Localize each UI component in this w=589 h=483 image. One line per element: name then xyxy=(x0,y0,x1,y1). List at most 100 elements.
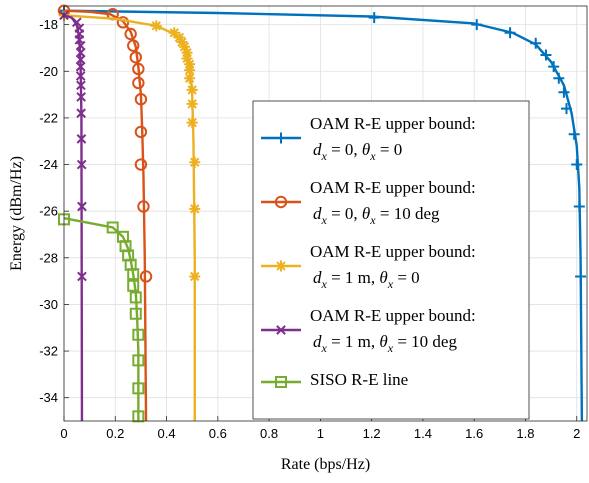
data-point xyxy=(77,271,87,282)
legend-entry: OAM R-E upper bound: dx = 1 m, θx = 10 de… xyxy=(261,306,476,355)
x-tick-label: 0.4 xyxy=(158,426,176,441)
x-tick-label: 1.6 xyxy=(465,426,483,441)
data-point xyxy=(548,61,560,73)
axes-box xyxy=(63,5,588,422)
legend-swatch-marker xyxy=(276,325,286,335)
x-tick-label: 1 xyxy=(317,426,324,441)
data-point xyxy=(76,134,87,144)
legend-params: dx = 0, θx = 10 deg xyxy=(313,204,440,227)
y-tick-label: -18 xyxy=(39,17,58,32)
x-axis-label: Rate (bps/Hz) xyxy=(281,456,370,473)
data-point xyxy=(530,37,542,49)
data-point xyxy=(129,51,142,64)
data-point xyxy=(76,108,87,119)
data-point xyxy=(76,159,87,170)
data-point xyxy=(75,54,86,65)
data-point xyxy=(173,31,185,43)
y-axis-label: Energy (dBm/Hz) xyxy=(8,156,25,271)
legend-label: OAM R-E upper bound: xyxy=(310,242,476,261)
data-point xyxy=(189,156,201,168)
data-point xyxy=(186,117,198,129)
data-point xyxy=(568,128,580,140)
data-point xyxy=(137,200,150,213)
data-point xyxy=(75,47,86,58)
data-point xyxy=(71,17,82,28)
data-point xyxy=(132,382,145,395)
data-point xyxy=(76,92,87,102)
y-tick-label: -28 xyxy=(39,250,58,265)
data-point xyxy=(553,72,565,84)
data-point xyxy=(132,76,145,90)
legend-label: SISO R-E line xyxy=(310,370,408,389)
data-point xyxy=(368,12,380,24)
data-point xyxy=(540,49,552,61)
legend-entry: OAM R-E upper bound: dx = 1 m, θx = 0 xyxy=(261,242,476,291)
data-point xyxy=(560,103,572,115)
data-point xyxy=(132,328,145,341)
tick-layer: 0 0.2 0.4 0.6 0.8 1 1.2 1.4 1.6 1.8 2 -18 -20 -22 -24 -… xyxy=(39,17,580,441)
data-point xyxy=(575,270,587,282)
data-point xyxy=(184,64,196,76)
data-point xyxy=(186,98,198,110)
series-2 xyxy=(58,9,201,421)
legend-params: dx = 0, θx = 0 xyxy=(313,140,402,163)
data-point xyxy=(176,36,188,48)
data-point xyxy=(77,201,87,212)
data-point xyxy=(189,203,201,215)
data-point xyxy=(124,27,137,41)
x-tick-label: 1.2 xyxy=(363,426,381,441)
data-point xyxy=(134,93,148,106)
data-point xyxy=(189,270,201,282)
series-3 xyxy=(59,10,87,422)
data-point xyxy=(116,16,130,29)
series-1 xyxy=(57,4,153,422)
data-point xyxy=(134,125,148,139)
data-point xyxy=(129,307,142,320)
legend-entry: SISO R-E line xyxy=(261,370,408,389)
data-point xyxy=(186,84,198,96)
legend-label: OAM R-E upper bound: xyxy=(310,306,476,325)
y-tick-label: -22 xyxy=(39,110,58,125)
legend-swatch-marker xyxy=(274,195,288,209)
data-point xyxy=(129,291,142,304)
data-point xyxy=(184,72,196,84)
data-point xyxy=(132,354,145,367)
data-point xyxy=(184,58,196,70)
data-point xyxy=(134,158,148,171)
data-point xyxy=(75,40,86,51)
legend-swatch-marker xyxy=(275,132,287,144)
y-tick-label: -26 xyxy=(39,204,58,219)
data-point xyxy=(127,279,140,292)
x-tick-label: 1.8 xyxy=(516,426,534,441)
data-point xyxy=(106,221,119,234)
legend-params: dx = 1 m, θx = 0 xyxy=(313,268,420,291)
x-tick-label: 0 xyxy=(60,426,67,441)
legend-swatch-marker xyxy=(275,260,287,272)
legend-label: OAM R-E upper bound: xyxy=(310,114,476,133)
legend-entry: OAM R-E upper bound: dx = 0, θx = 0 xyxy=(261,114,476,163)
data-point xyxy=(178,41,190,53)
data-point xyxy=(558,86,570,98)
legend-box xyxy=(252,100,530,420)
x-tick-label: 1.4 xyxy=(414,426,432,441)
data-point xyxy=(181,52,193,64)
y-tick-label: -32 xyxy=(39,344,58,359)
x-tick-label: 0.8 xyxy=(260,426,278,441)
y-tick-label: -20 xyxy=(39,64,58,79)
x-tick-label: 0.2 xyxy=(106,426,124,441)
data-point xyxy=(573,201,585,213)
data-point xyxy=(75,61,86,72)
legend-entry: OAM R-E upper bound: dx = 0, θx = 10 deg xyxy=(261,178,476,227)
data-point xyxy=(168,27,180,39)
data-point xyxy=(150,20,162,32)
data-point xyxy=(127,39,140,52)
series-line xyxy=(63,9,584,422)
legend-label: OAM R-E upper bound: xyxy=(310,178,476,197)
data-point xyxy=(132,62,145,76)
x-tick-label: 2 xyxy=(573,426,580,441)
y-tick-label: -30 xyxy=(39,297,58,312)
x-tick-label: 0.6 xyxy=(209,426,227,441)
data-point xyxy=(571,159,583,171)
